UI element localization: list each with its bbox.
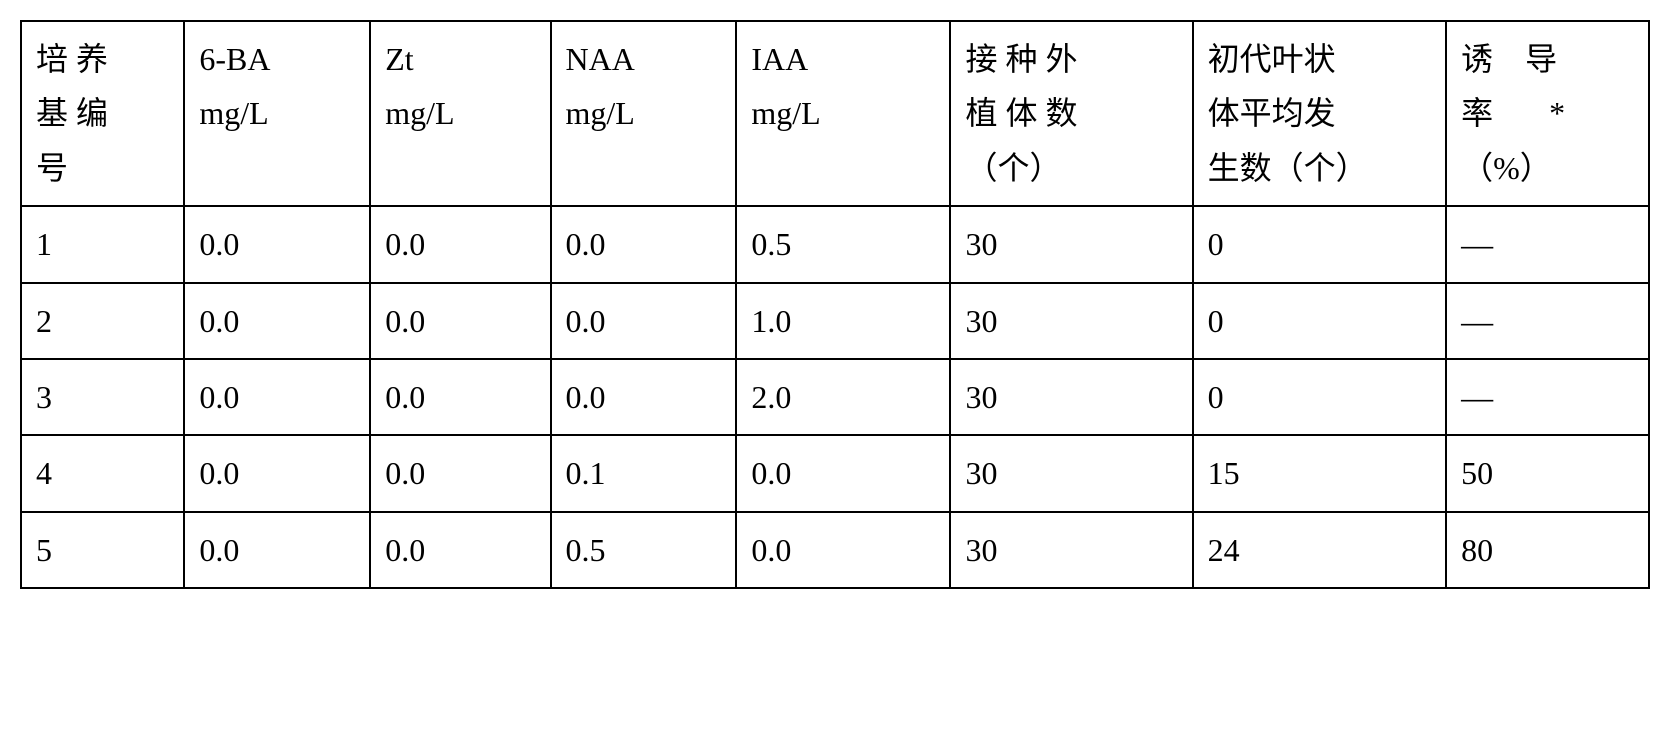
cell-naa: 0.0 [551, 206, 737, 282]
table-row: 2 0.0 0.0 0.0 1.0 30 0 — [21, 283, 1649, 359]
cell-explants: 30 [950, 206, 1192, 282]
cell-iaa: 0.5 [736, 206, 950, 282]
table-row: 3 0.0 0.0 0.0 2.0 30 0 — [21, 359, 1649, 435]
culture-medium-table: 培 养 基 编 号 6-BA mg/L Zt mg/L NAA mg/L IAA… [20, 20, 1650, 589]
cell-ba: 0.0 [184, 283, 370, 359]
cell-explants: 30 [950, 359, 1192, 435]
header-text: 接 种 外 [965, 41, 1077, 77]
header-iaa: IAA mg/L [736, 21, 950, 206]
header-6ba: 6-BA mg/L [184, 21, 370, 206]
header-text: mg/L [751, 95, 820, 131]
table-row: 5 0.0 0.0 0.5 0.0 30 24 80 [21, 512, 1649, 588]
cell-primary-count: 24 [1193, 512, 1446, 588]
header-text: mg/L [566, 95, 635, 131]
header-text: 植 体 数 [965, 95, 1077, 131]
asterisk-icon: * [1549, 95, 1565, 131]
header-primary-count: 初代叶状 体平均发 生数（个） [1193, 21, 1446, 206]
table-row: 1 0.0 0.0 0.0 0.5 30 0 — [21, 206, 1649, 282]
header-text: 号 [36, 150, 68, 186]
header-medium-id: 培 养 基 编 号 [21, 21, 184, 206]
cell-ba: 0.0 [184, 512, 370, 588]
header-text: 诱 [1461, 41, 1493, 77]
cell-explants: 30 [950, 512, 1192, 588]
cell-explants: 30 [950, 435, 1192, 511]
header-text: 生数（个） [1208, 150, 1368, 186]
header-text: Zt [385, 41, 413, 77]
cell-ba: 0.0 [184, 206, 370, 282]
cell-naa: 0.0 [551, 359, 737, 435]
cell-primary-count: 0 [1193, 283, 1446, 359]
header-text: 初代叶状 [1208, 41, 1336, 77]
cell-iaa: 0.0 [736, 435, 950, 511]
header-explants: 接 种 外 植 体 数 （个） [950, 21, 1192, 206]
header-text: 培 养 [36, 41, 108, 77]
cell-induction-rate: — [1446, 359, 1649, 435]
cell-medium-id: 1 [21, 206, 184, 282]
cell-iaa: 1.0 [736, 283, 950, 359]
header-text: IAA [751, 41, 808, 77]
header-text: mg/L [199, 95, 268, 131]
table-body: 1 0.0 0.0 0.0 0.5 30 0 — 2 0.0 0.0 0.0 1… [21, 206, 1649, 588]
cell-iaa: 0.0 [736, 512, 950, 588]
cell-medium-id: 3 [21, 359, 184, 435]
cell-naa: 0.5 [551, 512, 737, 588]
cell-iaa: 2.0 [736, 359, 950, 435]
cell-medium-id: 4 [21, 435, 184, 511]
cell-zt: 0.0 [370, 206, 550, 282]
cell-primary-count: 0 [1193, 359, 1446, 435]
cell-zt: 0.0 [370, 435, 550, 511]
header-text: mg/L [385, 95, 454, 131]
cell-zt: 0.0 [370, 512, 550, 588]
cell-explants: 30 [950, 283, 1192, 359]
cell-ba: 0.0 [184, 359, 370, 435]
header-naa: NAA mg/L [551, 21, 737, 206]
header-text: 基 编 [36, 95, 108, 131]
cell-induction-rate: 50 [1446, 435, 1649, 511]
cell-naa: 0.1 [551, 435, 737, 511]
header-text: （%） [1461, 150, 1552, 186]
header-induction-rate: 诱 导 率 * （%） [1446, 21, 1649, 206]
cell-induction-rate: 80 [1446, 512, 1649, 588]
cell-induction-rate: — [1446, 206, 1649, 282]
cell-ba: 0.0 [184, 435, 370, 511]
header-text: NAA [566, 41, 635, 77]
header-zt: Zt mg/L [370, 21, 550, 206]
header-text: 6-BA [199, 41, 270, 77]
cell-zt: 0.0 [370, 359, 550, 435]
table-row: 4 0.0 0.0 0.1 0.0 30 15 50 [21, 435, 1649, 511]
header-text: 导 [1525, 41, 1557, 77]
header-text: 体平均发 [1208, 95, 1336, 131]
cell-induction-rate: — [1446, 283, 1649, 359]
table-header-row: 培 养 基 编 号 6-BA mg/L Zt mg/L NAA mg/L IAA… [21, 21, 1649, 206]
header-text: 率 [1461, 95, 1493, 131]
cell-zt: 0.0 [370, 283, 550, 359]
cell-primary-count: 0 [1193, 206, 1446, 282]
cell-naa: 0.0 [551, 283, 737, 359]
cell-medium-id: 2 [21, 283, 184, 359]
header-text: （个） [965, 150, 1061, 186]
cell-primary-count: 15 [1193, 435, 1446, 511]
cell-medium-id: 5 [21, 512, 184, 588]
